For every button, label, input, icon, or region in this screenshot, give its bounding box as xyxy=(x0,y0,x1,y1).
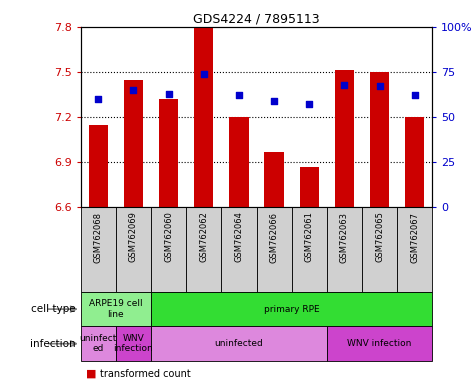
Bar xyxy=(229,117,248,207)
Text: transformed count: transformed count xyxy=(100,369,190,379)
Text: GSM762062: GSM762062 xyxy=(200,212,208,262)
Text: uninfect
ed: uninfect ed xyxy=(80,334,117,353)
Text: GSM762063: GSM762063 xyxy=(340,212,349,263)
Point xyxy=(95,96,102,102)
Bar xyxy=(81,292,151,326)
Bar xyxy=(405,117,424,207)
Text: GSM762067: GSM762067 xyxy=(410,212,419,263)
Bar xyxy=(300,167,319,207)
Point xyxy=(341,81,348,88)
Point xyxy=(305,101,313,108)
Bar xyxy=(362,207,397,292)
Text: uninfected: uninfected xyxy=(215,339,263,348)
Bar xyxy=(151,292,432,326)
Bar xyxy=(327,207,362,292)
Point xyxy=(200,71,208,77)
Bar xyxy=(89,125,108,207)
Text: GSM762065: GSM762065 xyxy=(375,212,384,262)
Text: cell type: cell type xyxy=(31,304,76,314)
Point xyxy=(376,83,383,89)
Bar xyxy=(116,207,151,292)
Text: WNV infection: WNV infection xyxy=(347,339,412,348)
Point xyxy=(411,93,418,99)
Bar xyxy=(335,71,354,207)
Bar xyxy=(81,326,116,361)
Text: GSM762064: GSM762064 xyxy=(235,212,243,262)
Text: ■: ■ xyxy=(86,369,96,379)
Text: WNV
infection: WNV infection xyxy=(114,334,153,353)
Bar xyxy=(327,326,432,361)
Bar xyxy=(186,207,221,292)
Bar xyxy=(397,207,432,292)
Bar xyxy=(292,207,327,292)
Bar xyxy=(151,326,327,361)
Bar xyxy=(151,207,186,292)
Point xyxy=(130,87,137,93)
Text: GSM762068: GSM762068 xyxy=(94,212,103,263)
Bar xyxy=(256,207,292,292)
Bar xyxy=(81,207,116,292)
Text: GSM762066: GSM762066 xyxy=(270,212,278,263)
Bar xyxy=(221,207,256,292)
Text: infection: infection xyxy=(30,339,76,349)
Text: ARPE19 cell
line: ARPE19 cell line xyxy=(89,300,142,319)
Text: GSM762069: GSM762069 xyxy=(129,212,138,262)
Bar xyxy=(124,79,143,207)
Point xyxy=(165,91,172,97)
Bar xyxy=(159,99,178,207)
Point xyxy=(235,93,243,99)
Bar xyxy=(116,326,151,361)
Bar xyxy=(370,72,389,207)
Text: GSM762061: GSM762061 xyxy=(305,212,314,262)
Point xyxy=(270,98,278,104)
Title: GDS4224 / 7895113: GDS4224 / 7895113 xyxy=(193,13,320,26)
Bar xyxy=(194,28,213,207)
Text: GSM762060: GSM762060 xyxy=(164,212,173,262)
Text: primary RPE: primary RPE xyxy=(264,305,320,314)
Bar xyxy=(265,152,284,207)
